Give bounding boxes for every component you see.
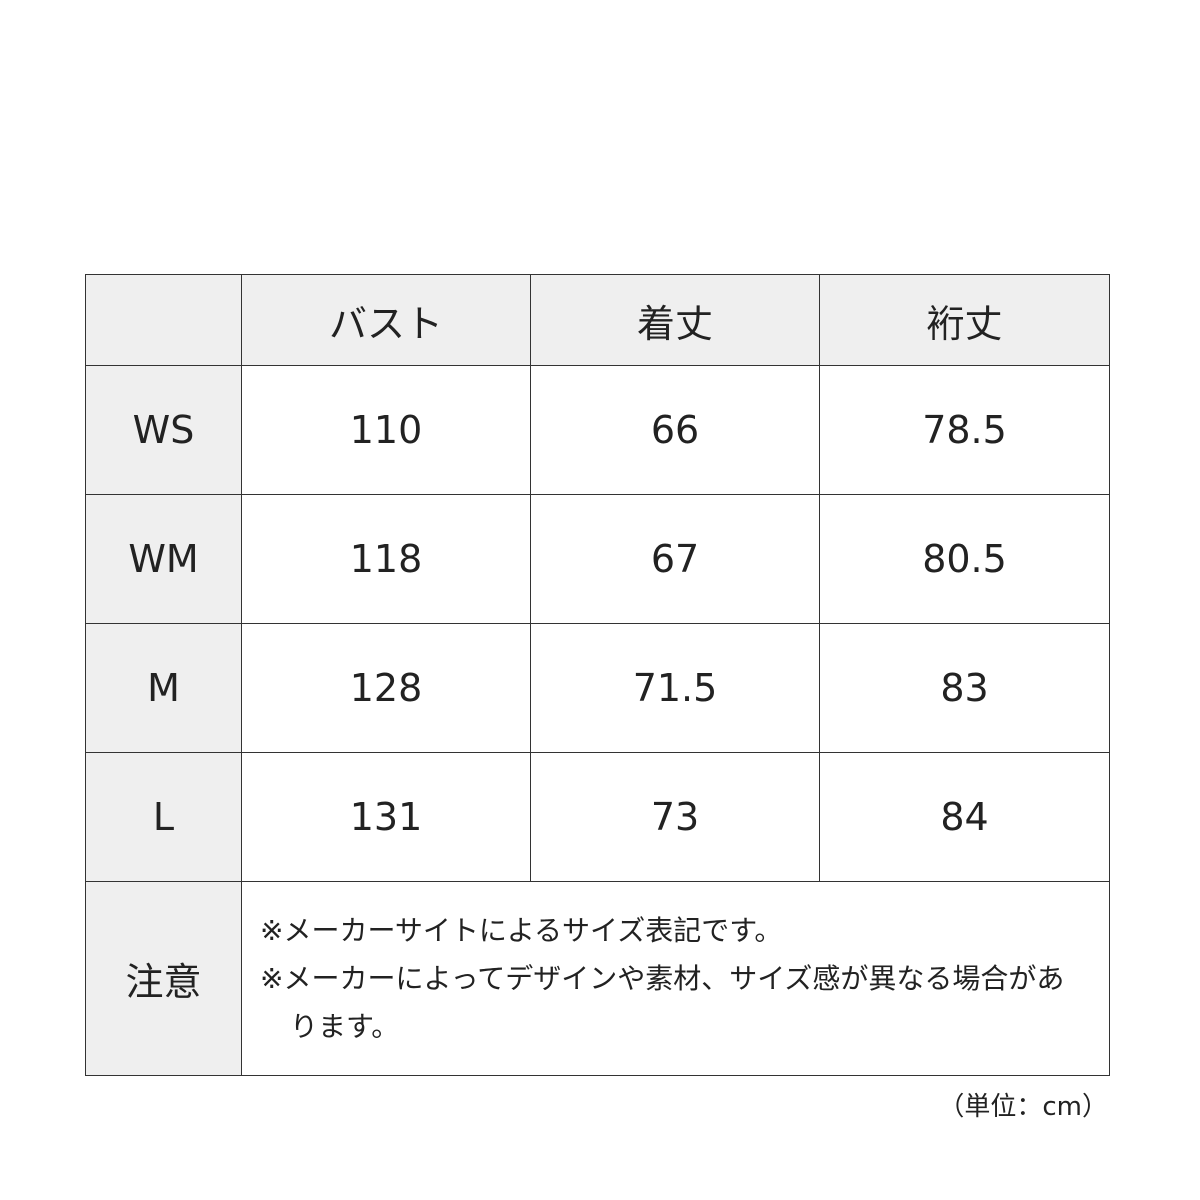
- cell-sleeve: 78.5: [819, 365, 1110, 495]
- cell-sleeve: 84: [819, 752, 1110, 882]
- size-label: WM: [85, 494, 242, 624]
- table-row: M 128 71.5 83: [85, 623, 1110, 753]
- note-line: ※メーカーサイトによるサイズ表記です。: [260, 913, 783, 947]
- cell-bust: 131: [241, 752, 531, 882]
- cell-length: 73: [530, 752, 820, 882]
- cell-length: 71.5: [530, 623, 820, 753]
- cell-length: 67: [530, 494, 820, 624]
- header-length: 着丈: [530, 274, 820, 366]
- table-row: L 131 73 84: [85, 752, 1110, 882]
- table-row: WM 118 67 80.5: [85, 494, 1110, 624]
- cell-length: 66: [530, 365, 820, 495]
- size-table: バスト 着丈 裄丈 WS 110 66 78.5 WM 118 67 80.5 …: [85, 274, 1110, 1076]
- note-label: 注意: [85, 881, 242, 1076]
- cell-sleeve: 83: [819, 623, 1110, 753]
- header-empty: [85, 274, 242, 366]
- table-row: WS 110 66 78.5: [85, 365, 1110, 495]
- cell-bust: 110: [241, 365, 531, 495]
- note-text: ※メーカーサイトによるサイズ表記です。 ※メーカーによってデザインや素材、サイズ…: [241, 881, 1110, 1076]
- header-row: バスト 着丈 裄丈: [85, 274, 1110, 366]
- size-label: WS: [85, 365, 242, 495]
- cell-sleeve: 80.5: [819, 494, 1110, 624]
- unit-label: （単位：cm）: [938, 1092, 1108, 1122]
- note-row: 注意 ※メーカーサイトによるサイズ表記です。 ※メーカーによってデザインや素材、…: [85, 881, 1110, 1076]
- header-sleeve: 裄丈: [819, 274, 1110, 366]
- size-label: L: [85, 752, 242, 882]
- size-label: M: [85, 623, 242, 753]
- cell-bust: 118: [241, 494, 531, 624]
- cell-bust: 128: [241, 623, 531, 753]
- note-line: ※メーカーによってデザインや素材、サイズ感が異なる場合があります。: [260, 961, 1065, 1043]
- header-bust: バスト: [241, 274, 531, 366]
